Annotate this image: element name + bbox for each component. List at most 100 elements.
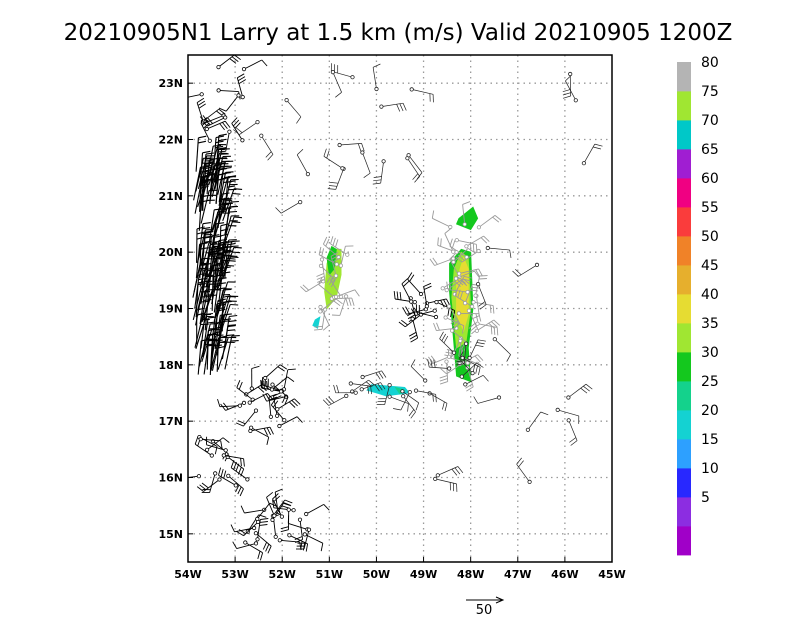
wind-barb: [330, 70, 342, 98]
colorbar-label: 35: [701, 316, 719, 332]
wind-barb: [304, 504, 330, 517]
wind-barb: [485, 245, 512, 258]
colorbar-label: 50: [701, 229, 719, 245]
wind-barb: [216, 335, 227, 372]
wind-barb: [464, 235, 490, 249]
wind-barb: [247, 393, 274, 405]
wind-barb: [223, 314, 238, 351]
colorbar-label: 5: [701, 490, 710, 506]
wind-barb: [294, 517, 304, 544]
wind-barb: [473, 395, 502, 404]
colorbar-segment: [677, 352, 691, 382]
wind-barb: [471, 300, 495, 314]
wind-barb: [465, 365, 474, 392]
wind-barb: [475, 321, 499, 336]
colorbar-segment: [677, 294, 691, 324]
wind-barb: [409, 87, 434, 103]
wind-barb: [456, 341, 469, 366]
wind-barb: [241, 59, 268, 72]
colorbar-segment: [677, 62, 691, 92]
wind-barb: [360, 150, 371, 178]
x-tick-label: 48W: [457, 568, 484, 581]
wind-barb: [459, 362, 484, 379]
wind-barb: [453, 270, 480, 281]
wind-barb: [555, 407, 580, 424]
wind-barb: [316, 257, 326, 283]
wind-barb: [195, 135, 207, 172]
wind-barb: [277, 416, 303, 429]
wind-barb: [562, 71, 573, 99]
colorbar-label: 20: [701, 403, 719, 419]
wind-barb: [218, 166, 232, 203]
x-axis: 54W 53W 52W 51W 50W 49W 48W 47W 46W 45W: [174, 557, 626, 581]
wind-barb: [474, 319, 501, 333]
colorbar-segment: [677, 91, 691, 121]
wind-barb: [217, 129, 232, 153]
plot-background: [188, 55, 612, 562]
wind-barb: [266, 491, 277, 518]
wind-barb: [406, 153, 423, 180]
wind-barb: [235, 408, 259, 427]
y-tick-label: 22N: [158, 134, 183, 147]
wind-barb: [255, 518, 269, 542]
wind-barb: [224, 335, 240, 370]
wind-barb: [330, 236, 350, 257]
colorbar-segment: [677, 526, 691, 556]
wind-barb: [423, 282, 432, 309]
wind-barb: [221, 215, 240, 249]
wind-barb: [516, 457, 532, 484]
wind-barb: [402, 306, 428, 315]
wind-barb: [217, 160, 234, 195]
wind-barb: [360, 370, 387, 380]
wind-barb: [270, 398, 287, 423]
wind-barb: [350, 379, 375, 394]
chart-title: 20210905N1 Larry at 1.5 km (m/s) Valid 2…: [64, 20, 733, 46]
wind-barb: [236, 380, 255, 402]
wind-swath: [455, 206, 479, 231]
colorbar: 5 10 15 20 25 30 35 40 45 50 55 60 65 70 75 80: [677, 55, 719, 556]
wind-barb: [439, 359, 449, 385]
wind-barb: [372, 159, 386, 185]
wind-barb: [475, 281, 487, 310]
x-tick-label: 46W: [551, 568, 578, 581]
wind-barb: [221, 453, 245, 467]
wind-barb: [280, 507, 291, 533]
wind-barb: [435, 466, 464, 478]
wind-barb: [376, 382, 392, 405]
wind-barb: [434, 299, 456, 319]
colorbar-label: 40: [701, 287, 719, 303]
reference-vector-label: 50: [476, 603, 493, 618]
wind-barb: [410, 359, 428, 383]
wind-barb: [287, 533, 309, 552]
colorbar-segment: [677, 497, 691, 527]
wind-barb: [467, 339, 486, 360]
wind-barb: [456, 268, 483, 277]
y-tick-label: 15N: [158, 528, 183, 541]
wind-barb: [240, 505, 267, 514]
wind-swath: [312, 316, 321, 329]
wind-barb: [400, 389, 420, 411]
wind-barb: [476, 215, 502, 230]
wind-barb: [348, 381, 372, 395]
wind-barb: [231, 117, 245, 143]
wind-barb: [408, 316, 419, 343]
wind-barb: [415, 304, 439, 320]
x-tick-label: 47W: [504, 568, 531, 581]
wind-barb: [197, 173, 217, 208]
wind-barb: [211, 331, 221, 368]
wind-barb: [199, 150, 211, 187]
x-tick-label: 54W: [174, 568, 201, 581]
wind-barb: [387, 394, 409, 412]
reference-vector: 50: [466, 596, 505, 618]
colorbar-label: 10: [701, 461, 719, 477]
wind-barb: [201, 288, 221, 322]
x-tick-label: 45W: [598, 568, 625, 581]
y-tick-label: 21N: [158, 190, 183, 203]
wind-barb: [205, 437, 230, 452]
wind-barb: [447, 349, 470, 366]
y-tick-label: 20N: [158, 246, 183, 259]
y-tick-label: 18N: [158, 359, 183, 372]
wind-barb: [446, 304, 460, 330]
colorbar-segment: [677, 178, 691, 208]
